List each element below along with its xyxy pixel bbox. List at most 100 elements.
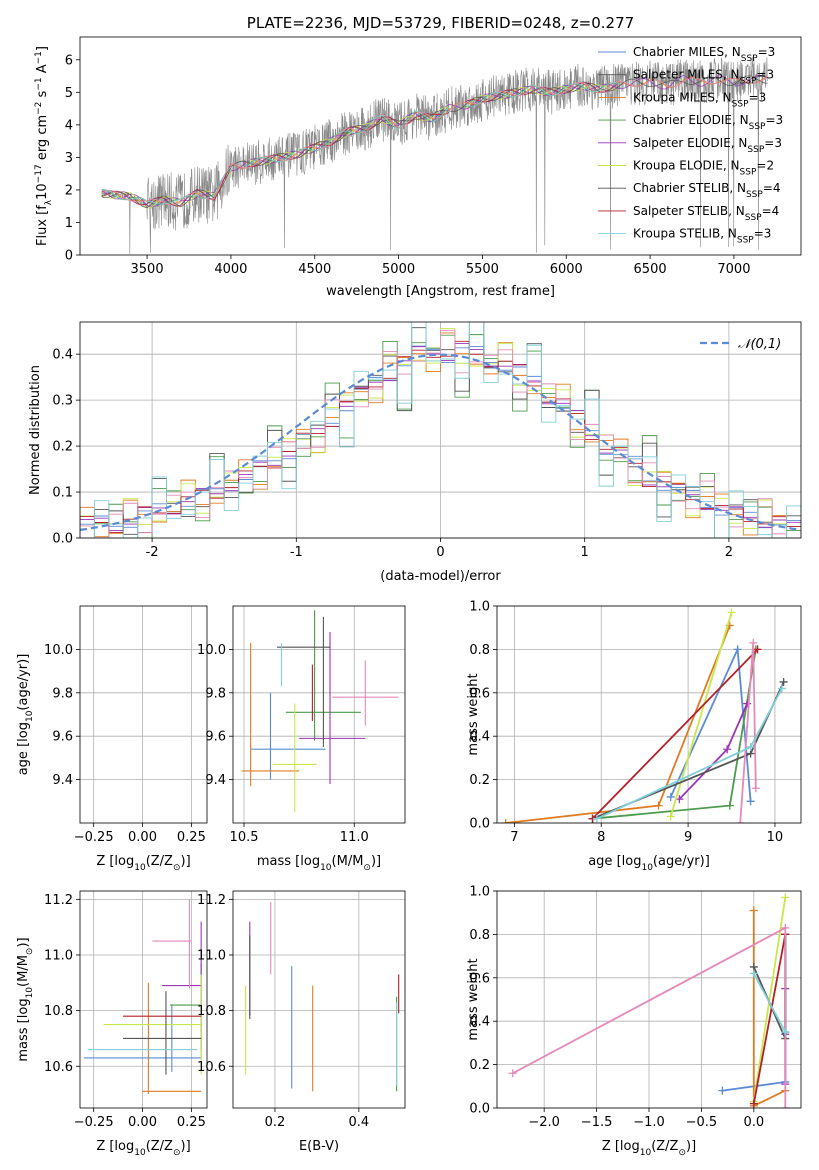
x-tick-label: 2 [725, 545, 733, 560]
label-part: =3 [765, 113, 783, 127]
label-part: =3 [758, 45, 776, 59]
series-marker [592, 814, 601, 823]
label-part: ] [35, 46, 50, 51]
label-part: (M/M [332, 854, 364, 869]
series-marker [749, 969, 758, 978]
label-part: (age/yr)] [653, 854, 710, 869]
label-part: SSP [737, 236, 754, 246]
label-part: )] [371, 854, 381, 869]
y-tick-label: 11.0 [44, 948, 73, 963]
y-tick-label: 0.4 [469, 730, 490, 745]
label-part: SSP [747, 145, 764, 155]
x-tick-label: 5500 [466, 262, 499, 277]
y-tick-label: 9.8 [205, 686, 226, 701]
x-tick-label: −1.0 [633, 1115, 665, 1130]
series-marker [781, 923, 790, 932]
residual-histogram-panel: -2 -1 0 1 2 0.0 0.1 0.2 0.3 0.4 (data-model)/error… [28, 321, 802, 584]
label-part: Flux [f [35, 205, 50, 246]
label-part: SSP [749, 122, 766, 132]
y-tick-label: 10.8 [44, 1004, 73, 1019]
series-marker [727, 608, 736, 617]
label-part: −1 [34, 77, 44, 90]
legend-entry: Salpeter ELODIE, NSSP=3 [633, 136, 782, 155]
label-part: 10 [25, 710, 35, 722]
label-part: SSP [746, 190, 763, 200]
label-part: age [log [588, 854, 641, 869]
label-part: SSP [741, 54, 758, 64]
axes-frame [496, 890, 802, 1109]
x-tick-label: 0.00 [128, 1115, 157, 1130]
series-marker [751, 784, 760, 793]
series-marker [733, 645, 742, 654]
y-tick-label: 0.0 [469, 817, 490, 832]
series-marker [508, 1069, 517, 1078]
label-part: )] [16, 937, 31, 947]
x-tick-label: 4500 [298, 262, 331, 277]
histogram-steps [80, 322, 801, 538]
series-line [752, 934, 787, 1104]
model-spectrum-line [101, 75, 768, 209]
x-axis-label: E(B-V) [299, 1139, 339, 1154]
label-part: ⊙ [678, 1148, 686, 1158]
y-tick-label: 10.6 [44, 1060, 73, 1075]
legend-entry: Kroupa MILES, NSSP=3 [633, 90, 766, 109]
series-line [669, 612, 733, 817]
label-part: A [35, 64, 50, 77]
label-part: 10 [134, 863, 146, 873]
series-line [752, 897, 787, 1102]
label-part: ⊙ [173, 863, 181, 873]
errorbar-plot [83, 899, 202, 1095]
normal-curve [80, 353, 799, 531]
errorbar-plot [241, 610, 399, 813]
series-line [591, 648, 759, 820]
series-marker [781, 1028, 790, 1037]
y-tick-label: 1 [65, 216, 73, 231]
x-tick-label: 7 [510, 830, 518, 845]
label-part: 10 [25, 987, 35, 999]
x-tick-label: -1 [290, 545, 303, 560]
label-part: Kroupa ELODIE, N [633, 159, 740, 173]
y-tick-label: 10.8 [197, 1004, 226, 1019]
x-tick-label: -2 [146, 545, 159, 560]
x-tick-label: 5000 [382, 262, 415, 277]
y-tick-label: 0.8 [469, 643, 490, 658]
label-part: Kroupa MILES, N [633, 90, 732, 104]
legend: 𝒩(0,1) [700, 337, 781, 352]
y-tick-label: 3 [65, 151, 73, 166]
y-tick-label: 0.4 [469, 1015, 490, 1030]
label-part: age [log [16, 722, 31, 775]
series-marker [746, 743, 755, 752]
errorbar-panel: 10.5 11.0 9.4 9.6 9.8 10.0 mass [log10(M/M⊙)] [197, 605, 406, 873]
axes-frame [79, 36, 802, 256]
label-part: 10 [641, 863, 653, 873]
series-marker [723, 745, 732, 754]
x-tick-label: 0.2 [265, 1115, 286, 1130]
axes-frame [232, 890, 406, 1109]
x-tick-label: 3500 [131, 262, 164, 277]
errorbar-panel: −0.25 0.00 0.259.49.69.810.0Z [log10(Z/Z⊙)… [16, 605, 208, 873]
legend-entry: Chabrier MILES, NSSP=3 [633, 45, 775, 64]
x-tick-label: 1 [581, 545, 589, 560]
label-part: =4 [762, 204, 780, 218]
x-axis-label: Z [log10(Z/Z⊙)] [602, 1139, 696, 1158]
label-part: ⊙ [25, 948, 35, 956]
y-axis-label: Normed distribution [28, 365, 43, 495]
label-part: Chabrier STELIB, N [633, 181, 746, 195]
series-marker [777, 684, 786, 693]
series-marker [725, 801, 734, 810]
x-tick-label: −1.5 [581, 1115, 613, 1130]
label-part: s [35, 90, 50, 101]
label-part: (age/yr)] [16, 654, 31, 711]
y-tick-label: 0.0 [52, 532, 73, 547]
series-marker [749, 1099, 758, 1108]
x-tick-label: 9 [684, 830, 692, 845]
series-marker [749, 638, 758, 647]
label-part: SSP [740, 168, 757, 178]
y-tick-label: 9.4 [205, 773, 226, 788]
y-tick-label: 0.6 [469, 971, 490, 986]
histogram-plot [80, 322, 801, 538]
label-part: =4 [763, 181, 781, 195]
